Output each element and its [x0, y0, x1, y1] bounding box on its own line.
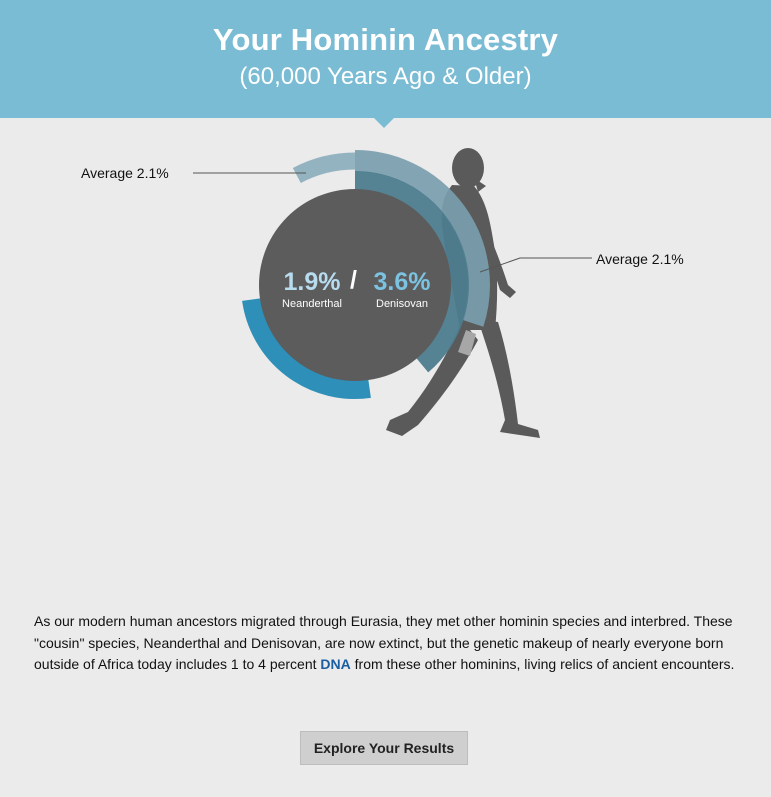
callout-line-right	[479, 257, 592, 273]
callout-average-denisovan: Average 2.1%	[596, 251, 684, 267]
hip-cloth-icon	[458, 330, 476, 356]
page-subtitle: (60,000 Years Ago & Older)	[239, 63, 532, 90]
denisovan-percent: 3.6%	[373, 268, 431, 296]
description-text-before: As our modern human ancestors migrated t…	[34, 613, 733, 672]
average-arc-neanderthal	[292, 152, 356, 184]
average-arc-denisovan	[354, 150, 490, 327]
core-circle	[259, 189, 451, 381]
header-banner: Your Hominin Ancestry (60,000 Years Ago …	[0, 0, 771, 128]
neanderthal-label: Neanderthal	[282, 298, 342, 310]
denisovan-arc	[354, 171, 469, 373]
callout-average-neanderthal: Average 2.1%	[81, 165, 169, 181]
page-title: Your Hominin Ancestry	[212, 22, 559, 57]
header-pointer	[374, 118, 394, 128]
neanderthal-arc	[242, 297, 371, 399]
stat-separator: /	[350, 266, 357, 294]
neanderthal-percent: 1.9%	[283, 268, 341, 296]
ancestry-description: As our modern human ancestors migrated t…	[34, 611, 744, 676]
dna-link[interactable]: DNA	[320, 656, 351, 672]
stat-neanderthal: 1.9% Neanderthal	[272, 268, 352, 310]
description-text-after: from these other hominins, living relics…	[350, 656, 735, 672]
stat-denisovan: 3.6% Denisovan	[362, 268, 442, 310]
explore-results-button[interactable]: Explore Your Results	[300, 731, 468, 765]
ancestry-graphic	[193, 148, 592, 438]
denisovan-label: Denisovan	[376, 298, 428, 310]
